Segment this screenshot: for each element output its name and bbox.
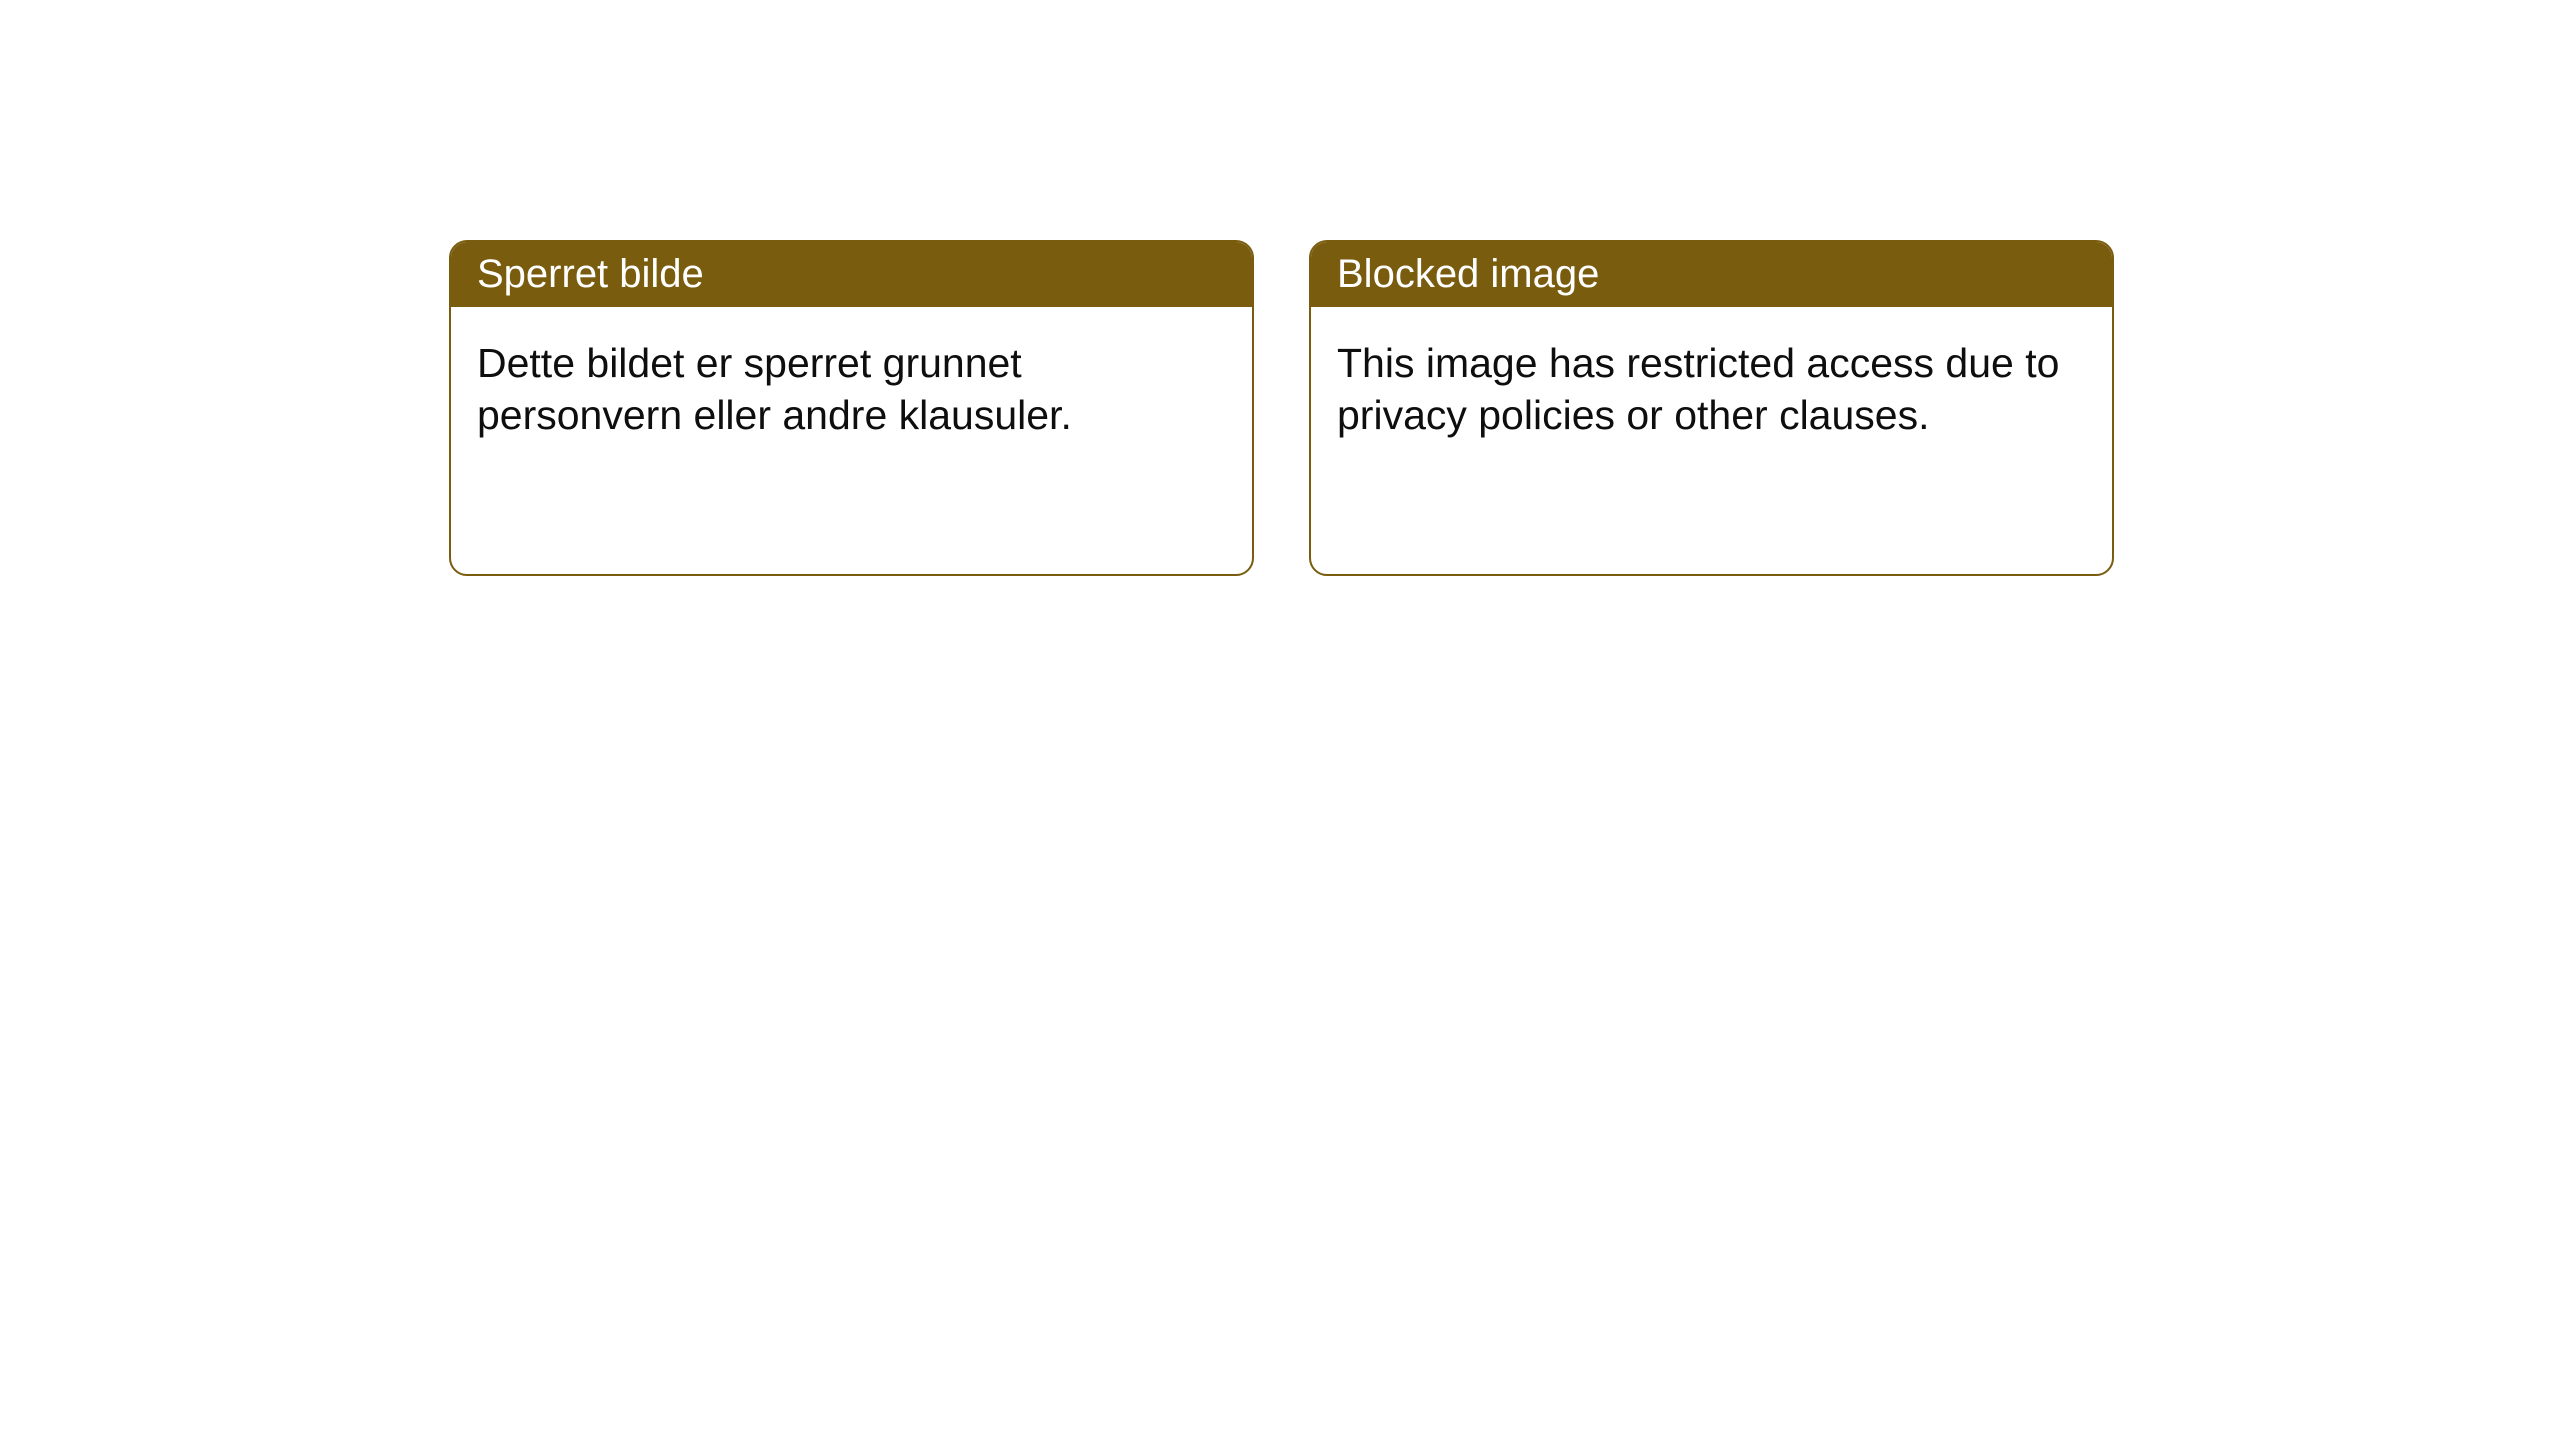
notice-box-english: Blocked image This image has restricted … [1309,240,2114,576]
notice-title-english: Blocked image [1337,252,1599,296]
notice-container: Sperret bilde Dette bildet er sperret gr… [449,240,2114,576]
notice-header-norwegian: Sperret bilde [451,242,1252,307]
notice-body-english: This image has restricted access due to … [1311,307,2112,471]
notice-title-norwegian: Sperret bilde [477,252,704,296]
notice-text-english: This image has restricted access due to … [1337,340,2059,438]
notice-header-english: Blocked image [1311,242,2112,307]
notice-body-norwegian: Dette bildet er sperret grunnet personve… [451,307,1252,471]
notice-box-norwegian: Sperret bilde Dette bildet er sperret gr… [449,240,1254,576]
notice-text-norwegian: Dette bildet er sperret grunnet personve… [477,340,1072,438]
